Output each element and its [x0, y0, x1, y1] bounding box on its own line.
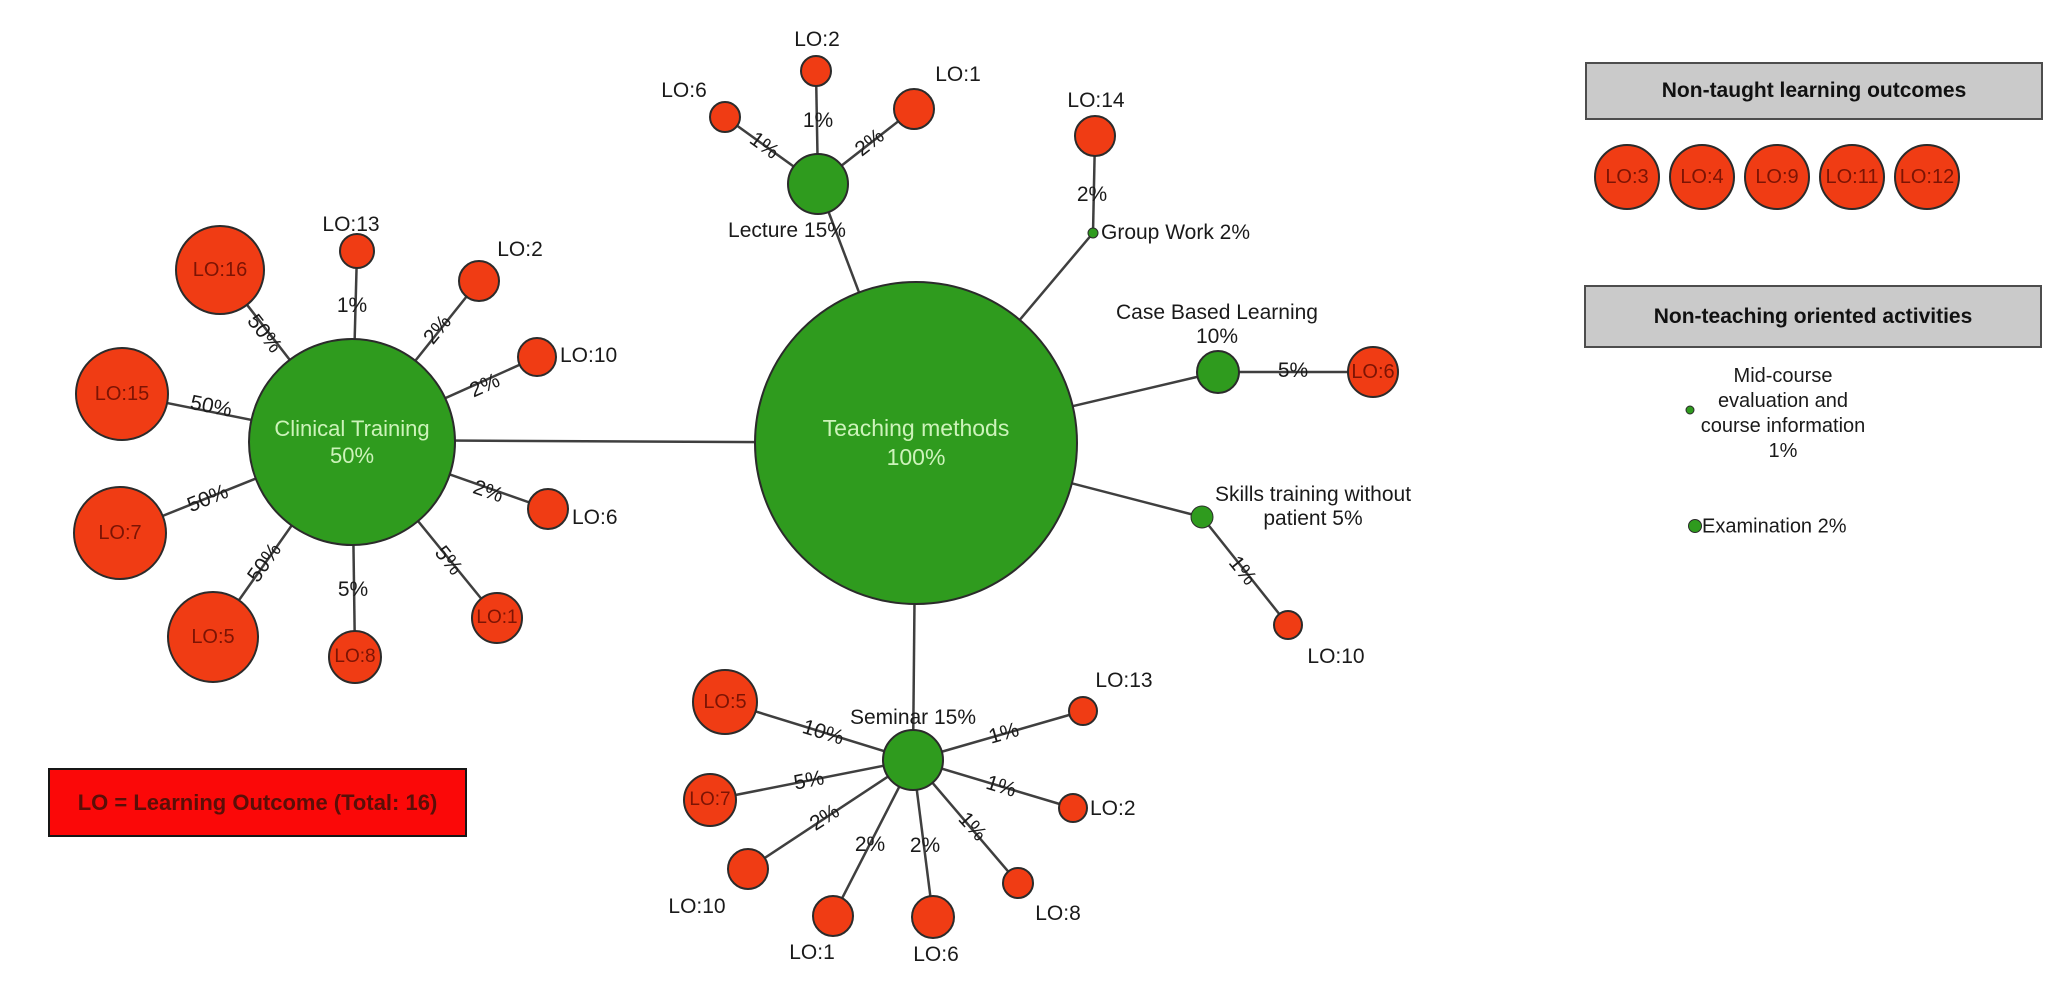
clinical-lo16-label: LO:16 [192, 258, 248, 281]
clinical-lo13-node [339, 233, 375, 269]
case-based-lo6-pct: 5% [1277, 358, 1309, 382]
clinical-lo2-node [458, 260, 500, 302]
seminar-lo13-node [1068, 696, 1098, 726]
non-taught-lo11-node: LO:11 [1819, 144, 1885, 210]
clinical-lo8-node: LO:8 [328, 630, 382, 684]
non-taught-lo4-node: LO:4 [1669, 144, 1735, 210]
panel-non-teaching: Non-teaching oriented activities [1584, 285, 2042, 348]
clinical-lo15-label: LO:15 [94, 382, 150, 405]
hub-teaching-methods-label: Teaching methods 100% [822, 415, 1010, 470]
hub-clinical-training-label: Clinical Training 50% [274, 415, 430, 469]
non-taught-lo3-label: LO:3 [1605, 165, 1649, 188]
seminar-lo1-node [812, 895, 854, 937]
hub-lecture [787, 153, 849, 215]
seminar-lo7-node: LO:7 [683, 773, 737, 827]
lecture-lo2-node [800, 55, 832, 87]
seminar-lo8-node [1002, 867, 1034, 899]
seminar-lo7-label: LO:7 [689, 789, 731, 810]
seminar-lo8-label: LO:8 [1035, 901, 1081, 925]
examination-label: Examination 2% [1702, 515, 1847, 538]
clinical-lo1-label: LO:1 [476, 607, 518, 628]
clinical-lo7-label: LO:7 [98, 521, 142, 544]
case-based-lo6-label: LO:6 [1351, 360, 1395, 383]
clinical-lo13-label: LO:13 [322, 212, 380, 236]
clinical-lo1-node: LO:1 [471, 592, 523, 644]
non-taught-lo11-label: LO:11 [1825, 165, 1879, 188]
seminar-lo5-node: LO:5 [692, 669, 758, 735]
clinical-lo8-label: LO:8 [334, 646, 376, 667]
clinical-lo16-node: LO:16 [175, 225, 265, 315]
clinical-lo10-label: LO:10 [560, 344, 618, 367]
clinical-lo5-node: LO:5 [167, 591, 259, 683]
seminar-lo6-label: LO:6 [913, 942, 959, 966]
non-taught-lo12-node: LO:12 [1894, 144, 1960, 210]
hub-skills-training [1190, 505, 1214, 529]
mid-course-label: Mid-course evaluation and course informa… [1700, 365, 1866, 462]
clinical-lo8-pct: 5% [337, 577, 369, 601]
non-taught-lo9-label: LO:9 [1755, 165, 1799, 188]
clinical-lo6-label: LO:6 [572, 506, 618, 529]
seminar-lo1-pct: 2% [854, 832, 886, 856]
skills-lo10-node [1273, 610, 1303, 640]
non-taught-lo9-node: LO:9 [1744, 144, 1810, 210]
legend-box: LO = Learning Outcome (Total: 16) [48, 768, 467, 837]
group-work-lo14-node [1074, 115, 1116, 157]
non-taught-lo4-label: LO:4 [1680, 165, 1724, 188]
lecture-lo6-node [709, 101, 741, 133]
hub-lecture-label: Lecture 15% [728, 218, 846, 242]
clinical-lo5-label: LO:5 [191, 625, 235, 648]
seminar-lo6-node [911, 895, 955, 939]
seminar-lo6-pct: 2% [909, 833, 941, 857]
clinical-lo15-node: LO:15 [75, 347, 169, 441]
seminar-lo2-node [1058, 793, 1088, 823]
hub-clinical-training: Clinical Training 50% [248, 338, 456, 546]
seminar-lo10-node [727, 848, 769, 890]
seminar-lo2-label: LO:2 [1090, 797, 1136, 820]
clinical-lo10-node [517, 337, 557, 377]
lecture-lo1-label: LO:1 [935, 62, 981, 86]
case-based-lo6-node: LO:6 [1347, 346, 1399, 398]
hub-skills-training-label: Skills training without patient 5% [1214, 482, 1412, 530]
lecture-lo6-label: LO:6 [661, 78, 707, 102]
clinical-lo6-node [527, 488, 569, 530]
mid-course-dot [1685, 405, 1695, 415]
examination-dot [1688, 519, 1702, 533]
hub-group-work-label: Group Work 2% [1101, 221, 1250, 244]
seminar-lo1-label: LO:1 [789, 940, 835, 964]
skills-lo10-label: LO:10 [1307, 644, 1365, 668]
hub-seminar-label: Seminar 15% [849, 705, 977, 729]
seminar-lo10-label: LO:10 [668, 894, 726, 918]
hub-group-work [1087, 227, 1099, 239]
legend-text: LO = Learning Outcome (Total: 16) [77, 789, 438, 815]
seminar-lo5-label: LO:5 [703, 690, 747, 713]
hub-seminar [882, 729, 944, 791]
lecture-lo1-node [893, 88, 935, 130]
hub-case-based-learning [1196, 350, 1240, 394]
clinical-lo7-node: LO:7 [73, 486, 167, 580]
seminar-lo13-label: LO:13 [1095, 668, 1153, 692]
lecture-lo2-pct: 1% [802, 108, 834, 132]
clinical-lo2-label: LO:2 [497, 237, 543, 261]
panel-non-teaching-title: Non-teaching oriented activities [1653, 304, 1973, 328]
lecture-lo2-label: LO:2 [794, 27, 840, 51]
panel-non-taught-title: Non-taught learning outcomes [1661, 79, 1967, 102]
non-taught-lo3-node: LO:3 [1594, 144, 1660, 210]
group-work-lo14-label: LO:14 [1067, 88, 1125, 112]
group-work-lo14-pct: 2% [1076, 182, 1108, 206]
hub-case-based-learning-label: Case Based Learning 10% [1116, 300, 1318, 348]
panel-non-taught: Non-taught learning outcomes [1585, 62, 2043, 120]
hub-teaching-methods: Teaching methods 100% [754, 281, 1078, 605]
clinical-lo13-pct: 1% [336, 293, 368, 317]
non-taught-lo12-label: LO:12 [1899, 165, 1955, 188]
